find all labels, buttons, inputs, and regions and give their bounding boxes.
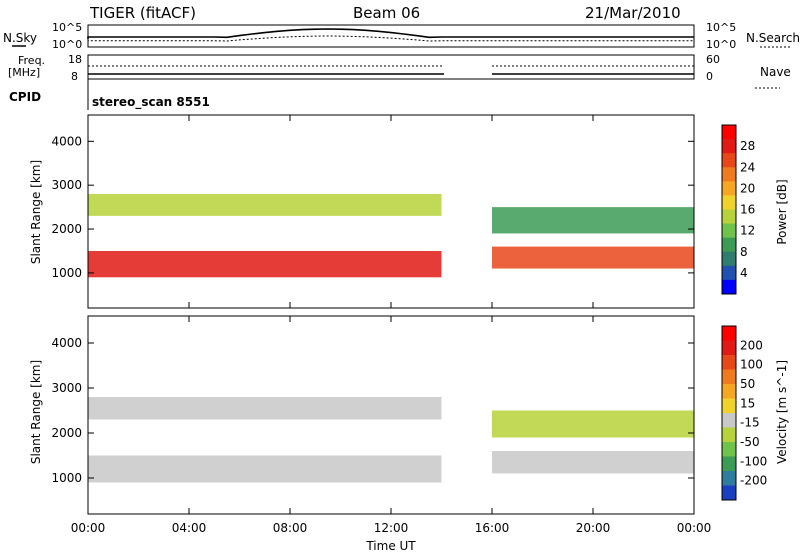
velocity-y-axis: 1000 2000 3000 4000 [51, 336, 694, 485]
freq-label-1: Freq. [18, 54, 45, 67]
colorbar-tick-3: 16 [740, 203, 755, 217]
velocity-data-layer [88, 397, 694, 483]
nsky-series [87, 28, 694, 39]
colorbar-swatch-9 [722, 251, 736, 267]
y-tick-label-2: 3000 [51, 381, 82, 395]
y-tick-label-3: 4000 [51, 134, 82, 148]
echo-band-1 [88, 397, 442, 420]
x-tick-label-2: 08:00 [273, 521, 308, 535]
colorbar-tick-4: -15 [740, 416, 760, 430]
colorbar-tick-7: -200 [740, 474, 767, 488]
y-tick-label-1: 2000 [51, 426, 82, 440]
colorbar-swatch-0 [722, 326, 736, 341]
echo-band-3 [492, 410, 694, 438]
echo-band-2 [492, 246, 694, 269]
colorbar-tick-5: 24 [740, 160, 755, 174]
colorbar-swatch-10 [722, 471, 736, 486]
colorbar-swatch-4 [722, 181, 736, 196]
colorbar-swatch-5 [722, 398, 736, 414]
colorbar-swatch-8 [722, 442, 736, 457]
colorbar-swatch-9 [722, 456, 736, 472]
freq-tick-bottom: 8 [71, 70, 78, 83]
freq-panel: Freq. [MHz] 18 8 60 0 Nave [8, 53, 791, 110]
colorbar-swatch-1 [722, 139, 736, 154]
colorbar-swatch-11 [722, 279, 736, 295]
date-title: 21/Mar/2010 [585, 4, 681, 22]
colorbar-swatch-0 [722, 125, 736, 140]
colorbar-tick-2: 12 [740, 224, 755, 238]
colorbar-swatch-2 [722, 153, 736, 168]
y-tick-label-3: 4000 [51, 336, 82, 350]
time-axis: 00:00 04:00 08:00 12:00 16:00 20:00 00:00 [71, 115, 712, 535]
colorbar-tick-6: -100 [740, 454, 767, 468]
colorbar-swatch-2 [722, 355, 736, 370]
nsearch-label: N.Search [746, 31, 800, 45]
power-colorbar-label: Power [dB] [775, 179, 789, 244]
colorbar-tick-0: 200 [740, 338, 763, 352]
colorbar-tick-5: -50 [740, 435, 760, 449]
velocity-colorbar: 200 100 50 15 -15 -50 -100 -200 [721, 325, 767, 501]
nsky-tick-bottom: 10^0 [52, 38, 82, 51]
nsearch-series [87, 35, 694, 42]
colorbar-swatch-5 [722, 195, 736, 210]
colorbar-tick-0: 4 [740, 266, 748, 280]
echo-band-1 [88, 193, 442, 216]
colorbar-tick-6: 28 [740, 139, 755, 153]
echo-band-2 [492, 451, 694, 474]
velocity-panel: 1000 2000 3000 4000 Slant Range [km] 200 100… [29, 315, 789, 515]
x-axis-label: Time UT [365, 539, 416, 553]
echo-band-0 [88, 250, 442, 278]
colorbar-swatch-6 [722, 209, 736, 225]
echo-band-3 [492, 207, 694, 234]
colorbar-tick-2: 50 [740, 377, 755, 391]
x-tick-label-3: 12:00 [374, 521, 409, 535]
colorbar-swatch-3 [722, 369, 736, 385]
power-panel: 1000 2000 3000 4000 Slant Range [km] 4 8 12 16… [29, 114, 789, 309]
station-title: TIGER (fitACF) [89, 4, 196, 22]
colorbar-swatch-10 [722, 265, 736, 281]
freq-tick-top: 18 [68, 53, 82, 66]
cpid-value: stereo_scan 8551 [92, 95, 210, 110]
velocity-colorbar-label: Velocity [m s^-1] [775, 360, 789, 464]
power-data-layer [88, 193, 694, 278]
freq-label-2: [MHz] [8, 66, 40, 79]
colorbar-swatch-7 [722, 223, 736, 239]
colorbar-tick-1: 100 [740, 358, 763, 372]
colorbar-tick-4: 20 [740, 181, 755, 195]
colorbar-swatch-6 [722, 413, 736, 428]
beam-title: Beam 06 [353, 4, 420, 22]
y-tick-label-0: 1000 [51, 266, 82, 280]
nave-tick-bottom: 0 [706, 70, 713, 83]
x-tick-label-5: 20:00 [576, 521, 611, 535]
nave-label: Nave [760, 65, 791, 79]
colorbar-swatch-11 [722, 485, 736, 501]
y-tick-label-0: 1000 [51, 471, 82, 485]
x-tick-label-0: 00:00 [71, 521, 106, 535]
colorbar-swatch-8 [722, 237, 736, 253]
velocity-ylabel: Slant Range [km] [29, 360, 43, 464]
nsky-panel: N.Sky 10^5 10^0 10^5 10^0 N.Search [3, 21, 800, 51]
x-tick-label-6: 00:00 [677, 521, 712, 535]
colorbar-swatch-4 [722, 384, 736, 399]
y-tick-label-1: 2000 [51, 222, 82, 236]
nsearch-tick-bottom: 10^0 [706, 38, 736, 51]
cpid-label: CPID [9, 90, 41, 104]
colorbar-swatch-7 [722, 427, 736, 443]
colorbar-tick-3: 15 [740, 396, 755, 410]
nsky-tick-top: 10^5 [52, 21, 82, 34]
power-colorbar: 4 8 12 16 20 24 28 [721, 124, 755, 295]
echo-band-0 [88, 455, 442, 483]
colorbar-tick-1: 8 [740, 245, 748, 259]
power-ylabel: Slant Range [km] [29, 160, 43, 264]
nsearch-tick-top: 10^5 [706, 21, 736, 34]
x-tick-label-4: 16:00 [475, 521, 510, 535]
colorbar-swatch-3 [722, 167, 736, 182]
colorbar-swatch-1 [722, 340, 736, 356]
x-tick-label-1: 04:00 [172, 521, 207, 535]
power-y-axis: 1000 2000 3000 4000 [51, 134, 694, 280]
nave-tick-top: 60 [706, 53, 720, 66]
y-tick-label-2: 3000 [51, 178, 82, 192]
nsky-label: N.Sky [3, 31, 37, 45]
